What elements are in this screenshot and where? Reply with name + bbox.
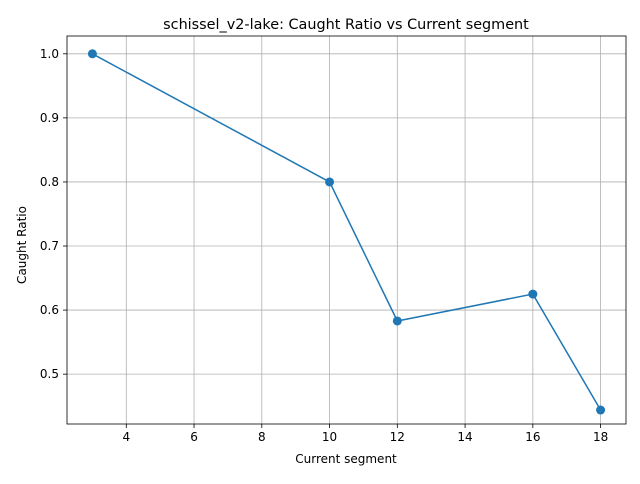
plot-frame (66, 35, 627, 425)
chart-title: schissel_v2-lake: Caught Ratio vs Curren… (163, 17, 529, 33)
x-tick-label: 16 (525, 430, 540, 444)
y-tick-label: 0.8 (40, 175, 59, 189)
y-axis-label: Caught Ratio (15, 206, 29, 284)
x-tick-label: 4 (122, 430, 130, 444)
data-point (87, 49, 97, 59)
x-tick-label: 10 (322, 430, 337, 444)
y-tick-label: 1.0 (40, 47, 59, 61)
grid-lines (67, 36, 626, 424)
x-tick-label: 18 (593, 430, 608, 444)
x-axis-label: Current segment (295, 452, 397, 466)
x-tick-label: 14 (457, 430, 472, 444)
x-tick-label: 6 (190, 430, 198, 444)
series-layer (87, 49, 606, 415)
data-point (325, 177, 335, 187)
x-tick-label: 12 (390, 430, 405, 444)
y-tick-label: 0.6 (40, 303, 59, 317)
data-point (596, 405, 606, 415)
data-point (392, 316, 402, 326)
x-tick-label: 8 (258, 430, 266, 444)
y-tick-label: 0.9 (40, 111, 59, 125)
y-tick-label: 0.5 (40, 367, 59, 381)
y-tick-label: 0.7 (40, 239, 59, 253)
tick-layer: 4 6 8 10 12 14 16 18 0.5 0.6 0.7 0.8 0.9 1.0 (40, 47, 608, 444)
data-point (528, 289, 538, 299)
axes-frame (66, 35, 627, 425)
